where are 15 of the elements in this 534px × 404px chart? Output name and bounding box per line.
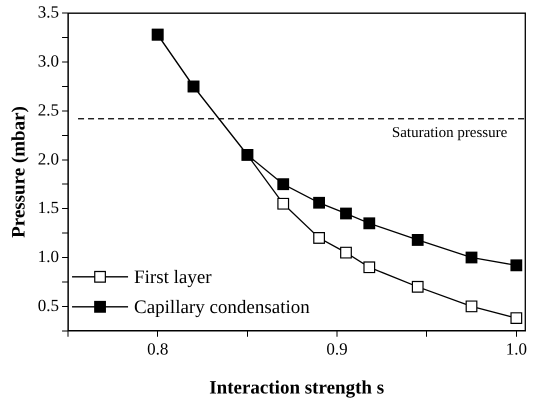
y-tick-label: 3.5 [38, 2, 60, 22]
y-axis-title: Pressure (mbar) [8, 106, 30, 238]
y-tick-label: 3.0 [38, 52, 60, 71]
x-axis-title: Interaction strength s [209, 378, 384, 399]
x-tick-label: 0.9 [326, 339, 348, 358]
legend-label: First layer [134, 266, 212, 288]
y-tick-label: 0.5 [38, 296, 60, 315]
x-tick-label: 1.0 [506, 339, 527, 358]
y-tick-label: 2.5 [38, 100, 60, 120]
y-tick-label: 2.0 [38, 149, 60, 168]
x-tick-label: 0.8 [147, 339, 168, 358]
ref-line-label: Saturation pressure [392, 125, 508, 142]
y-tick-label: 1.5 [38, 198, 60, 218]
y-tick-label: 1.0 [38, 246, 60, 266]
legend-label: Capillary condensation [134, 296, 310, 318]
